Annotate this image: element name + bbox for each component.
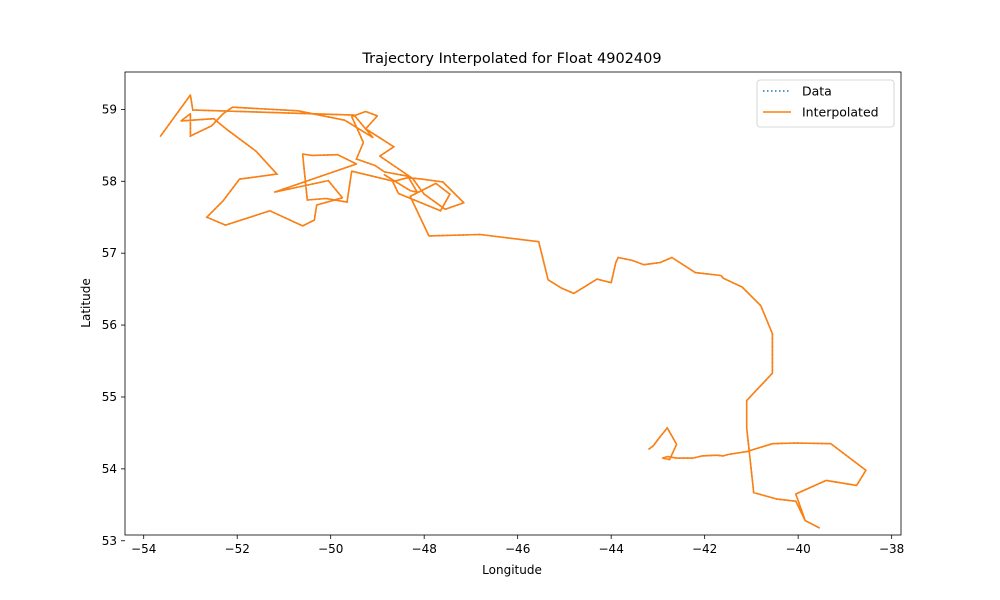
legend-label-data: Data [802,84,832,99]
y-axis: 53 54 55 56 57 58 59 [102,102,125,548]
y-axis-label: Latitude [79,278,93,327]
x-tick-label: −40 [785,542,810,556]
x-tick-label: −48 [412,542,437,556]
y-tick-label: 57 [102,246,117,260]
y-tick-label: 59 [102,102,117,116]
legend-label-interpolated: Interpolated [802,105,879,120]
chart-title: Trajectory Interpolated for Float 490240… [361,51,661,67]
x-tick-label: −52 [225,542,250,556]
y-tick-label: 55 [102,390,117,404]
y-tick-label: 56 [102,318,117,332]
x-tick-label: −54 [131,542,156,556]
legend-box [756,79,895,128]
y-tick-label: 54 [102,462,117,476]
series-data-line [159,93,867,529]
x-tick-label: −46 [505,542,530,556]
axes-frame [124,71,902,536]
x-tick-label: −44 [599,542,624,556]
y-tick-label: 53 [102,534,117,548]
x-tick-label: −38 [879,542,904,556]
x-tick-label: −50 [318,542,343,556]
series-interpolated-line [159,94,867,529]
legend: Data Interpolated [756,79,895,128]
y-tick-label: 58 [102,174,117,188]
plot-area [159,93,867,529]
x-axis: −54 −52 −50 −48 −46 −44 −42 −40 −38 [131,535,904,556]
x-axis-label: Longitude [482,563,542,577]
x-tick-label: −42 [692,542,717,556]
